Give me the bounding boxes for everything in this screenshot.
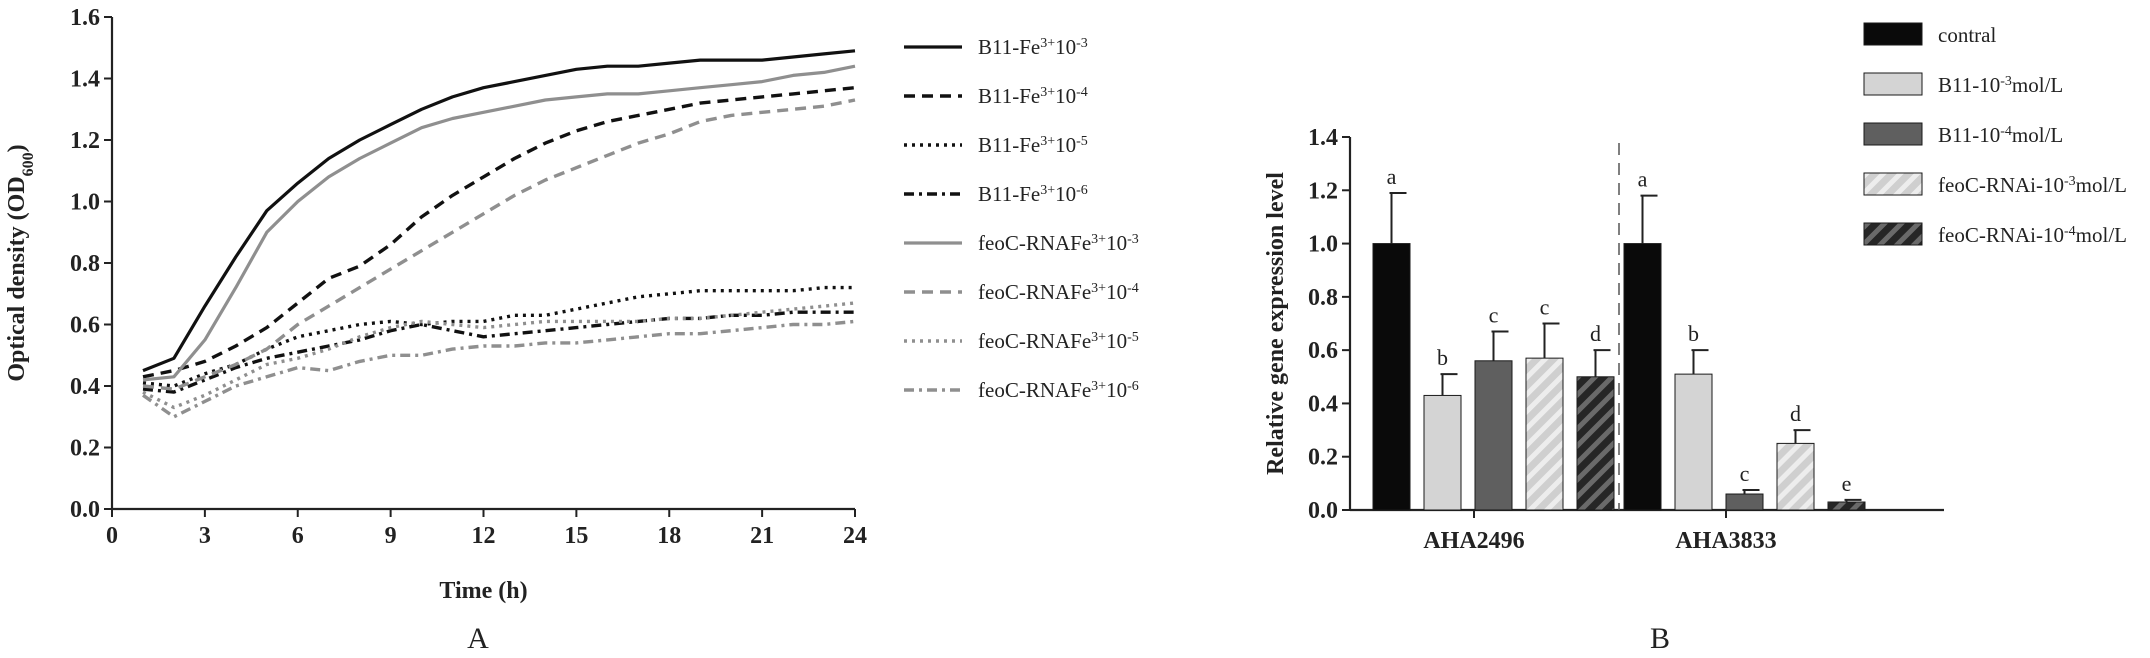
x-axis-title: Time (h) bbox=[439, 578, 527, 604]
x-tick-label: 18 bbox=[657, 523, 681, 549]
y-tick-label: 0.6 bbox=[1308, 338, 1338, 364]
x-tick-label: 21 bbox=[750, 523, 774, 549]
legend-label-2: B11-10-3mol/L bbox=[1938, 73, 2063, 97]
significance-letter: c bbox=[1489, 302, 1499, 327]
y-tick-label: 0.4 bbox=[70, 374, 100, 400]
y-tick-label: 1.4 bbox=[70, 67, 100, 93]
y-axis-title: Relative gene expression level bbox=[1263, 172, 1289, 475]
bar-AHA2496-series-3 bbox=[1474, 360, 1513, 511]
y-axis-title: Optical density (OD600) bbox=[4, 144, 37, 381]
legend-label-5: feoC-RNAFe3+10-3 bbox=[978, 231, 1139, 255]
y-tick-label: 1.2 bbox=[70, 128, 100, 154]
legend-label-7: feoC-RNAFe3+10-5 bbox=[978, 329, 1139, 353]
series-line-5 bbox=[142, 64, 856, 382]
y-tick-label: 1.6 bbox=[70, 5, 100, 31]
y-tick-label: 0.0 bbox=[70, 497, 100, 523]
legend-swatch-5 bbox=[1863, 222, 1923, 246]
legend-label-4: B11-Fe3+10-6 bbox=[978, 182, 1088, 206]
legend-label-1: contral bbox=[1938, 23, 1996, 47]
category-label-AHA3833: AHA3833 bbox=[1675, 528, 1776, 554]
y-tick-label: 1.4 bbox=[1308, 125, 1338, 151]
bar-AHA2496-series-1 bbox=[1372, 243, 1411, 511]
series-line-4 bbox=[142, 310, 855, 394]
series-line-8 bbox=[142, 319, 856, 419]
legend-label-6: feoC-RNAFe3+10-4 bbox=[978, 280, 1139, 304]
y-tick-label: 1.2 bbox=[1308, 178, 1338, 204]
significance-letter: e bbox=[1842, 471, 1852, 496]
x-tick-label: 24 bbox=[843, 523, 867, 549]
y-tick-label: 0.8 bbox=[70, 251, 100, 277]
significance-letter: d bbox=[1590, 321, 1601, 346]
panel-label-a: A bbox=[467, 622, 489, 655]
bar-AHA2496-series-4 bbox=[1525, 357, 1564, 511]
significance-letter: a bbox=[1387, 164, 1397, 189]
y-tick-label: 0.4 bbox=[1308, 391, 1338, 417]
x-tick-label: 0 bbox=[106, 523, 118, 549]
bar-AHA3833-series-4 bbox=[1776, 442, 1815, 511]
x-tick-label: 3 bbox=[199, 523, 211, 549]
significance-letter: c bbox=[1540, 295, 1550, 320]
legend-label-3: B11-Fe3+10-5 bbox=[978, 133, 1088, 157]
significance-letter: b bbox=[1437, 345, 1448, 370]
series-line-1 bbox=[142, 49, 856, 373]
legend-swatch-3 bbox=[1863, 122, 1923, 146]
x-tick-label: 9 bbox=[385, 523, 397, 549]
legend-label-2: B11-Fe3+10-4 bbox=[978, 84, 1088, 108]
growth-curve-chart: 0.0 0.2 0.4 0.6 0.8 1.0 1.2 1.4 1.6 0 3 6 9 12 15 18 21 2… bbox=[4, 5, 1139, 604]
legend-label-8: feoC-RNAFe3+10-6 bbox=[978, 378, 1139, 402]
x-tick-label: 15 bbox=[564, 523, 588, 549]
legend-label-1: B11-Fe3+10-3 bbox=[978, 35, 1088, 59]
legend-label-4: feoC-RNAi-10-3mol/L bbox=[1938, 173, 2127, 197]
series-line-7 bbox=[142, 301, 856, 410]
bar-AHA3833-series-3 bbox=[1725, 493, 1764, 511]
legend-label-3: B11-10-4mol/L bbox=[1938, 123, 2063, 147]
legend-swatch-4 bbox=[1863, 172, 1923, 196]
y-tick-label: 0.6 bbox=[70, 313, 100, 339]
series-line-6 bbox=[142, 98, 856, 391]
category-label-AHA2496: AHA2496 bbox=[1423, 528, 1524, 554]
panel-label-b: B bbox=[1650, 622, 1670, 655]
gene-expression-chart: 0.0 0.2 0.4 0.6 0.8 1.0 1.2 1.4 AHA2496 AHA3833 Re… bbox=[1263, 22, 2127, 554]
significance-letter: b bbox=[1688, 321, 1699, 346]
legend-swatch-1 bbox=[1863, 22, 1923, 46]
bar-AHA3833-series-5 bbox=[1827, 501, 1866, 511]
significance-letter: d bbox=[1790, 401, 1801, 426]
bar-AHA2496-series-5 bbox=[1576, 376, 1615, 511]
y-tick-label: 0.2 bbox=[1308, 445, 1338, 471]
significance-letter: c bbox=[1740, 461, 1750, 486]
y-tick-label: 0.8 bbox=[1308, 285, 1338, 311]
legend-label-5: feoC-RNAi-10-4mol/L bbox=[1938, 223, 2127, 247]
legend-swatch-2 bbox=[1863, 72, 1923, 96]
x-tick-label: 6 bbox=[292, 523, 304, 549]
y-tick-label: 0.2 bbox=[70, 436, 100, 462]
bar-AHA3833-series-1 bbox=[1623, 243, 1662, 511]
x-tick-label: 12 bbox=[472, 523, 496, 549]
y-tick-label: 0.0 bbox=[1308, 498, 1338, 524]
y-tick-label: 1.0 bbox=[70, 190, 100, 216]
significance-letter: a bbox=[1638, 167, 1648, 192]
y-tick-label: 1.0 bbox=[1308, 232, 1338, 258]
series-line-2 bbox=[142, 86, 856, 379]
bar-AHA2496-series-2 bbox=[1423, 394, 1462, 511]
bar-AHA3833-series-2 bbox=[1674, 373, 1713, 511]
